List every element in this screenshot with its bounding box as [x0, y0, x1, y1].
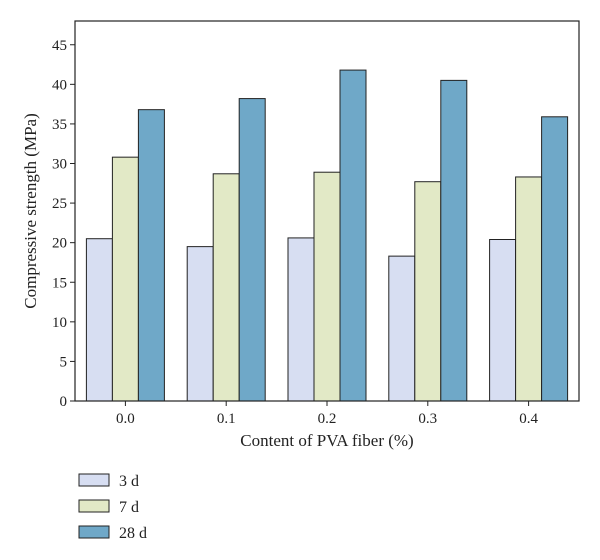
bar-7d-0.3: [414, 181, 442, 402]
bar-3d-0.3: [388, 255, 416, 402]
y-tick-label: 20: [52, 236, 67, 252]
y-tick-label: 30: [52, 157, 67, 173]
bar-3d-0.4: [489, 239, 517, 402]
y-axis-title: Compressive strength (MPa): [21, 113, 40, 308]
legend-label: 3 d: [119, 473, 139, 490]
x-tick-label: 0.3: [418, 411, 437, 427]
bar-28d-0.0: [137, 109, 165, 402]
legend-swatch: [78, 525, 110, 539]
bars-layer: [85, 69, 569, 402]
x-tick-label: 0.4: [519, 411, 538, 427]
x-tick-label: 0.1: [217, 411, 236, 427]
bar-7d-0.0: [111, 156, 139, 402]
bar-7d-0.1: [212, 173, 240, 402]
bar-28d-0.2: [339, 69, 367, 402]
y-tick-label: 40: [52, 77, 67, 93]
legend-swatch: [78, 473, 110, 487]
legend-label: 7 d: [119, 499, 139, 516]
y-axis: 0 5 10 15 20 25 30 35 40 45: [52, 38, 75, 410]
x-axis: 0.0 0.1 0.2 0.3 0.4: [116, 401, 538, 427]
bar-3d-0.1: [186, 246, 214, 402]
bar-3d-0.2: [287, 237, 315, 402]
x-tick-label: 0.0: [116, 411, 135, 427]
y-tick-label: 10: [52, 315, 67, 331]
bar-28d-0.1: [238, 98, 266, 402]
y-tick-label: 25: [52, 196, 67, 212]
y-tick-label: 45: [52, 38, 67, 54]
bar-7d-0.4: [515, 176, 543, 402]
bar-28d-0.3: [440, 79, 468, 402]
y-tick-label: 35: [52, 117, 67, 133]
legend-swatch: [78, 499, 110, 513]
bar-28d-0.4: [541, 116, 569, 402]
bar-7d-0.2: [313, 171, 341, 402]
x-axis-title: Content of PVA fiber (%): [240, 431, 413, 450]
x-tick-label: 0.2: [318, 411, 337, 427]
legend-label: 28 d: [119, 525, 147, 542]
bar-3d-0.0: [85, 238, 113, 402]
y-tick-label: 0: [60, 394, 68, 410]
legend: 3 d 7 d 28 d: [78, 473, 147, 542]
y-tick-label: 5: [60, 354, 68, 370]
y-tick-label: 15: [52, 275, 67, 291]
